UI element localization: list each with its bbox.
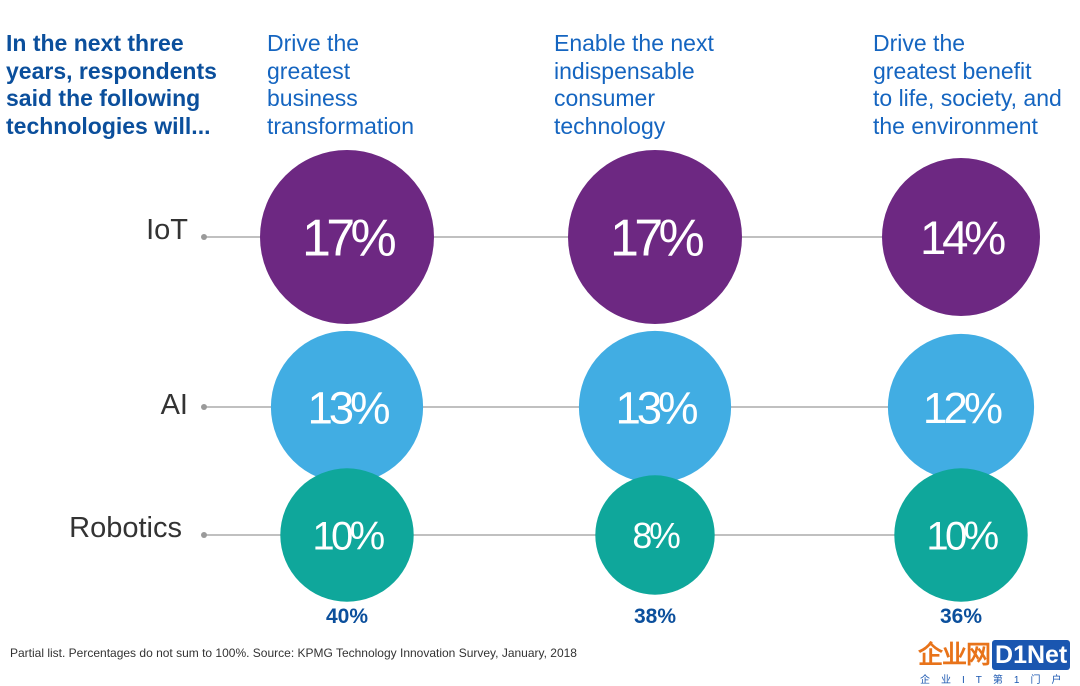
connector-dot-robotics — [201, 532, 207, 538]
bubble-label-ai-col2: 13% — [616, 382, 698, 433]
row-label-ai: AI — [160, 389, 188, 421]
bubble-iot-col2 — [568, 150, 742, 324]
d1net-logo: 企业网 D1Net 企业IT第1门户 — [918, 640, 1080, 686]
column-header-business-transformation: Drive the greatest business transformati… — [267, 30, 415, 139]
bubble-iot-col1 — [260, 150, 434, 324]
logo-en-text: D1Net — [992, 640, 1071, 670]
column-total-col1: 40% — [326, 605, 368, 628]
bubble-label-ai-col1: 13% — [308, 382, 390, 433]
column-total-col2: 38% — [634, 605, 676, 628]
bubble-label-robotics-col1: 10% — [312, 514, 384, 558]
bubble-label-iot-col2: 17% — [610, 210, 703, 268]
bubble-ai-col3 — [887, 333, 1035, 481]
connector-dot-ai — [201, 404, 207, 410]
column-header-consumer-technology: Enable the next indispensable consumer t… — [554, 30, 714, 139]
column-header-societal-benefit: Drive the greatest benefit to life, soci… — [873, 30, 1062, 139]
footnote: Partial list. Percentages do not sum to … — [10, 646, 577, 660]
bubble-robotics-col2 — [595, 475, 715, 595]
column-total-col3: 36% — [940, 605, 982, 628]
bubble-label-robotics-col2: 8% — [632, 516, 680, 556]
connector-dot-iot — [201, 234, 207, 240]
bubble-ai-col2 — [578, 330, 732, 484]
row-label-iot: IoT — [146, 214, 188, 246]
row-label-robotics: Robotics — [69, 512, 182, 544]
logo-cn-text: 企业网 — [918, 641, 991, 669]
bubble-robotics-col1 — [280, 468, 414, 602]
logo-subtitle: 企业IT第1门户 — [920, 675, 1073, 686]
bubble-robotics-col3 — [894, 468, 1028, 602]
bubble-label-iot-col3: 14% — [920, 212, 1005, 265]
bubble-label-robotics-col3: 10% — [926, 514, 998, 558]
bubble-ai-col1 — [270, 330, 424, 484]
intro-text: In the next three years, respondents sai… — [6, 30, 217, 139]
bubble-iot-col3 — [882, 158, 1040, 316]
bubble-label-ai-col3: 12% — [923, 384, 1002, 433]
bubble-label-iot-col1: 17% — [302, 210, 395, 268]
